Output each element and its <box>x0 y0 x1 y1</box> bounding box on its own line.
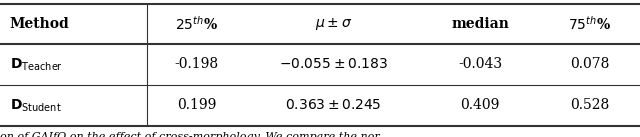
Text: Method: Method <box>10 17 69 31</box>
Text: $25^{th}$%: $25^{th}$% <box>175 15 218 33</box>
Text: -0.043: -0.043 <box>458 57 502 71</box>
Text: $\mathbf{D}_{\mathrm{Teacher}}$: $\mathbf{D}_{\mathrm{Teacher}}$ <box>10 56 63 73</box>
Text: 0.078: 0.078 <box>570 57 610 71</box>
Text: 0.199: 0.199 <box>177 99 216 112</box>
Text: $\mu \pm \sigma$: $\mu \pm \sigma$ <box>315 16 352 32</box>
Text: on of GAIfO on the effect of cross-morphology. We compare the nor: on of GAIfO on the effect of cross-morph… <box>0 132 380 137</box>
Text: $-0.055\pm0.183$: $-0.055\pm0.183$ <box>279 57 388 71</box>
Text: $75^{th}$%: $75^{th}$% <box>568 15 611 33</box>
Text: 0.528: 0.528 <box>570 99 610 112</box>
Text: -0.198: -0.198 <box>175 57 219 71</box>
Text: $\mathbf{D}_{\mathrm{Student}}$: $\mathbf{D}_{\mathrm{Student}}$ <box>10 97 61 114</box>
Text: $0.363\pm0.245$: $0.363\pm0.245$ <box>285 99 381 112</box>
Text: 0.409: 0.409 <box>460 99 500 112</box>
Text: median: median <box>451 17 509 31</box>
